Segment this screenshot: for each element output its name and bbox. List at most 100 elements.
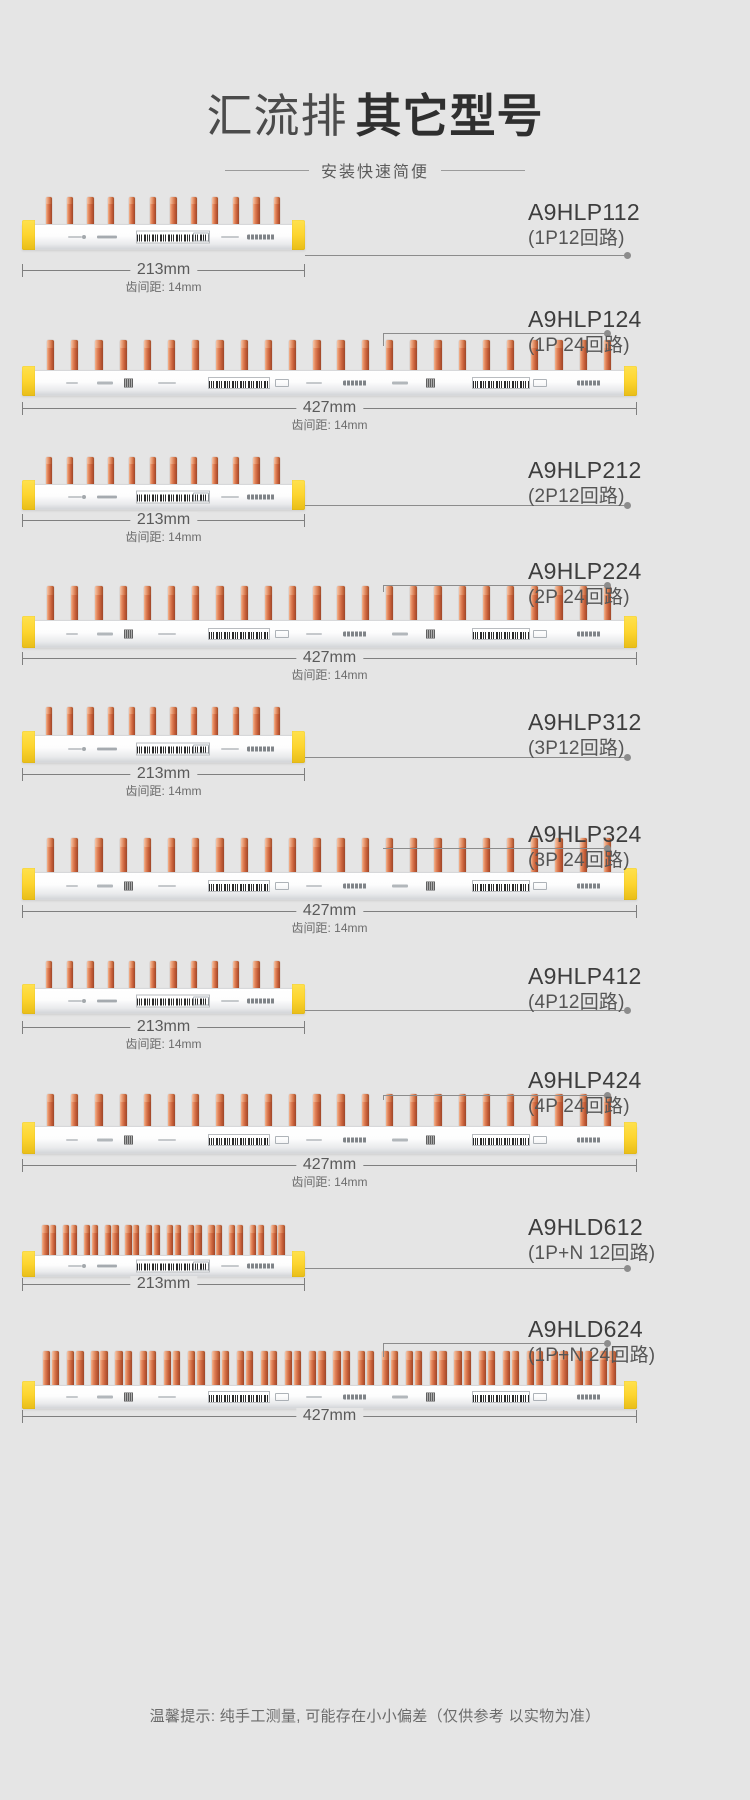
busbar-pin [91, 1225, 99, 1255]
page-subtitle: 安装快速简便 [320, 164, 429, 181]
model-label[interactable]: A9HLP212 (2P12回路) [528, 456, 642, 510]
leader-line [383, 848, 607, 849]
busbar-pin [579, 340, 588, 370]
model-label[interactable]: A9HLP412 (4P12回路) [528, 962, 642, 1016]
busbar-pin [506, 340, 515, 370]
busbar-pin [83, 1225, 91, 1255]
busbar-pin [87, 457, 94, 484]
dimension-tick-left [22, 652, 23, 665]
busbar-print-mark [342, 380, 367, 386]
busbar-pin [149, 961, 157, 988]
busbar-pin [366, 1351, 375, 1385]
busbar-pin [71, 340, 79, 370]
busbar-body [22, 370, 637, 396]
busbar-pin [482, 586, 491, 620]
busbar-print-mark [192, 232, 209, 242]
busbar-print-mark [158, 885, 177, 887]
model-label[interactable]: A9HLP424 (4P 24回路) [528, 1066, 642, 1120]
model-label[interactable]: A9HLP112 (1P12回路) [528, 198, 640, 252]
busbar-print-mark [305, 1396, 322, 1398]
busbar-image [22, 340, 637, 396]
busbar-pins [22, 197, 305, 224]
busbar-print-mark [275, 1136, 290, 1144]
busbar-pin [119, 586, 128, 620]
busbar-pin [191, 961, 198, 988]
busbar-body [22, 735, 305, 763]
model-label[interactable]: A9HLP124 (1P 24回路) [528, 305, 642, 359]
busbar-print-mark [425, 1392, 435, 1402]
busbar-pin [506, 838, 515, 872]
model-label[interactable]: A9HLD612 (1P+N 12回路) [528, 1213, 655, 1267]
busbar-pin [240, 586, 249, 620]
busbar-image [22, 1225, 305, 1277]
busbar-print-mark [471, 880, 530, 892]
busbar-pin [274, 961, 281, 988]
leader-dot [604, 1340, 611, 1347]
busbar-end-cap-right [292, 480, 305, 510]
dimension-bar: 427mm [22, 400, 637, 416]
busbar-pin [512, 1351, 520, 1385]
busbar-pin [482, 1094, 491, 1126]
leader-line [383, 1343, 607, 1344]
busbar-pin [232, 197, 240, 224]
busbar-pin [52, 1351, 60, 1385]
busbar-pin [232, 961, 240, 988]
busbar-pin [211, 707, 219, 735]
busbar-pin [148, 1351, 157, 1385]
dimension-tick-left [22, 514, 23, 527]
model-code: A9HLP424 [528, 1067, 642, 1093]
busbar-pin [95, 838, 103, 872]
busbar-print-mark [392, 884, 408, 888]
busbar-pin [410, 340, 418, 370]
model-description: (3P 24回路) [528, 850, 630, 871]
busbar-pin [410, 586, 418, 620]
busbar-pin [104, 1225, 112, 1255]
busbar-housing [22, 1122, 637, 1154]
busbar-print-mark [82, 999, 87, 1003]
busbar-end-cap-left [22, 984, 35, 1014]
busbar-pin [70, 1225, 78, 1255]
busbar-print-mark [576, 883, 601, 889]
busbar-pin [608, 1351, 617, 1385]
busbar-print-mark [68, 236, 83, 238]
busbar-pins [22, 586, 637, 620]
leader-line-vertical [383, 585, 384, 592]
model-label[interactable]: A9HLD624 (1P+N 24回路) [528, 1315, 655, 1369]
leader-dot [624, 1265, 631, 1272]
busbar-pin [168, 586, 176, 620]
busbar-pin [357, 1351, 366, 1385]
busbar-pin [108, 457, 115, 484]
busbar-pin [385, 586, 394, 620]
busbar-end-cap-left [22, 480, 35, 510]
busbar-print-mark [221, 1000, 240, 1002]
busbar-print-mark [192, 1261, 209, 1271]
busbar-print-mark [221, 236, 240, 238]
dimension-label: 427mm [295, 650, 364, 666]
dimension-bar: 213mm [22, 262, 305, 278]
dimension-tick-right [304, 514, 305, 527]
busbar-print-mark [68, 748, 83, 750]
model-label[interactable]: A9HLP324 (3P 24回路) [528, 820, 642, 874]
busbar-print-mark [192, 744, 209, 754]
busbar-pin [168, 838, 176, 872]
model-label[interactable]: A9HLP312 (3P12回路) [528, 708, 642, 762]
model-label[interactable]: A9HLP224 (2P 24回路) [528, 557, 642, 611]
busbar-pin [560, 1351, 568, 1385]
busbar-pin [434, 586, 442, 620]
busbar-pin [66, 197, 74, 224]
busbar-end-cap-right [292, 220, 305, 250]
busbar-end-cap-right [624, 1122, 637, 1154]
busbar-print-mark [275, 1393, 290, 1401]
dimension-label: 213mm [129, 1019, 198, 1035]
leader-line-vertical [383, 1343, 384, 1357]
busbar-housing [22, 220, 305, 250]
leader-line [305, 757, 627, 758]
busbar-print-mark [246, 1263, 275, 1269]
busbar-print-mark [96, 884, 113, 888]
busbar-print-mark [392, 381, 408, 385]
busbar-print-mark [96, 748, 117, 750]
subtitle-row: 安装快速简便 [0, 158, 750, 182]
busbar-pin [170, 961, 177, 988]
busbar-pin [555, 586, 563, 620]
tooth-pitch-label: 齿间距: 14mm [125, 1037, 202, 1051]
